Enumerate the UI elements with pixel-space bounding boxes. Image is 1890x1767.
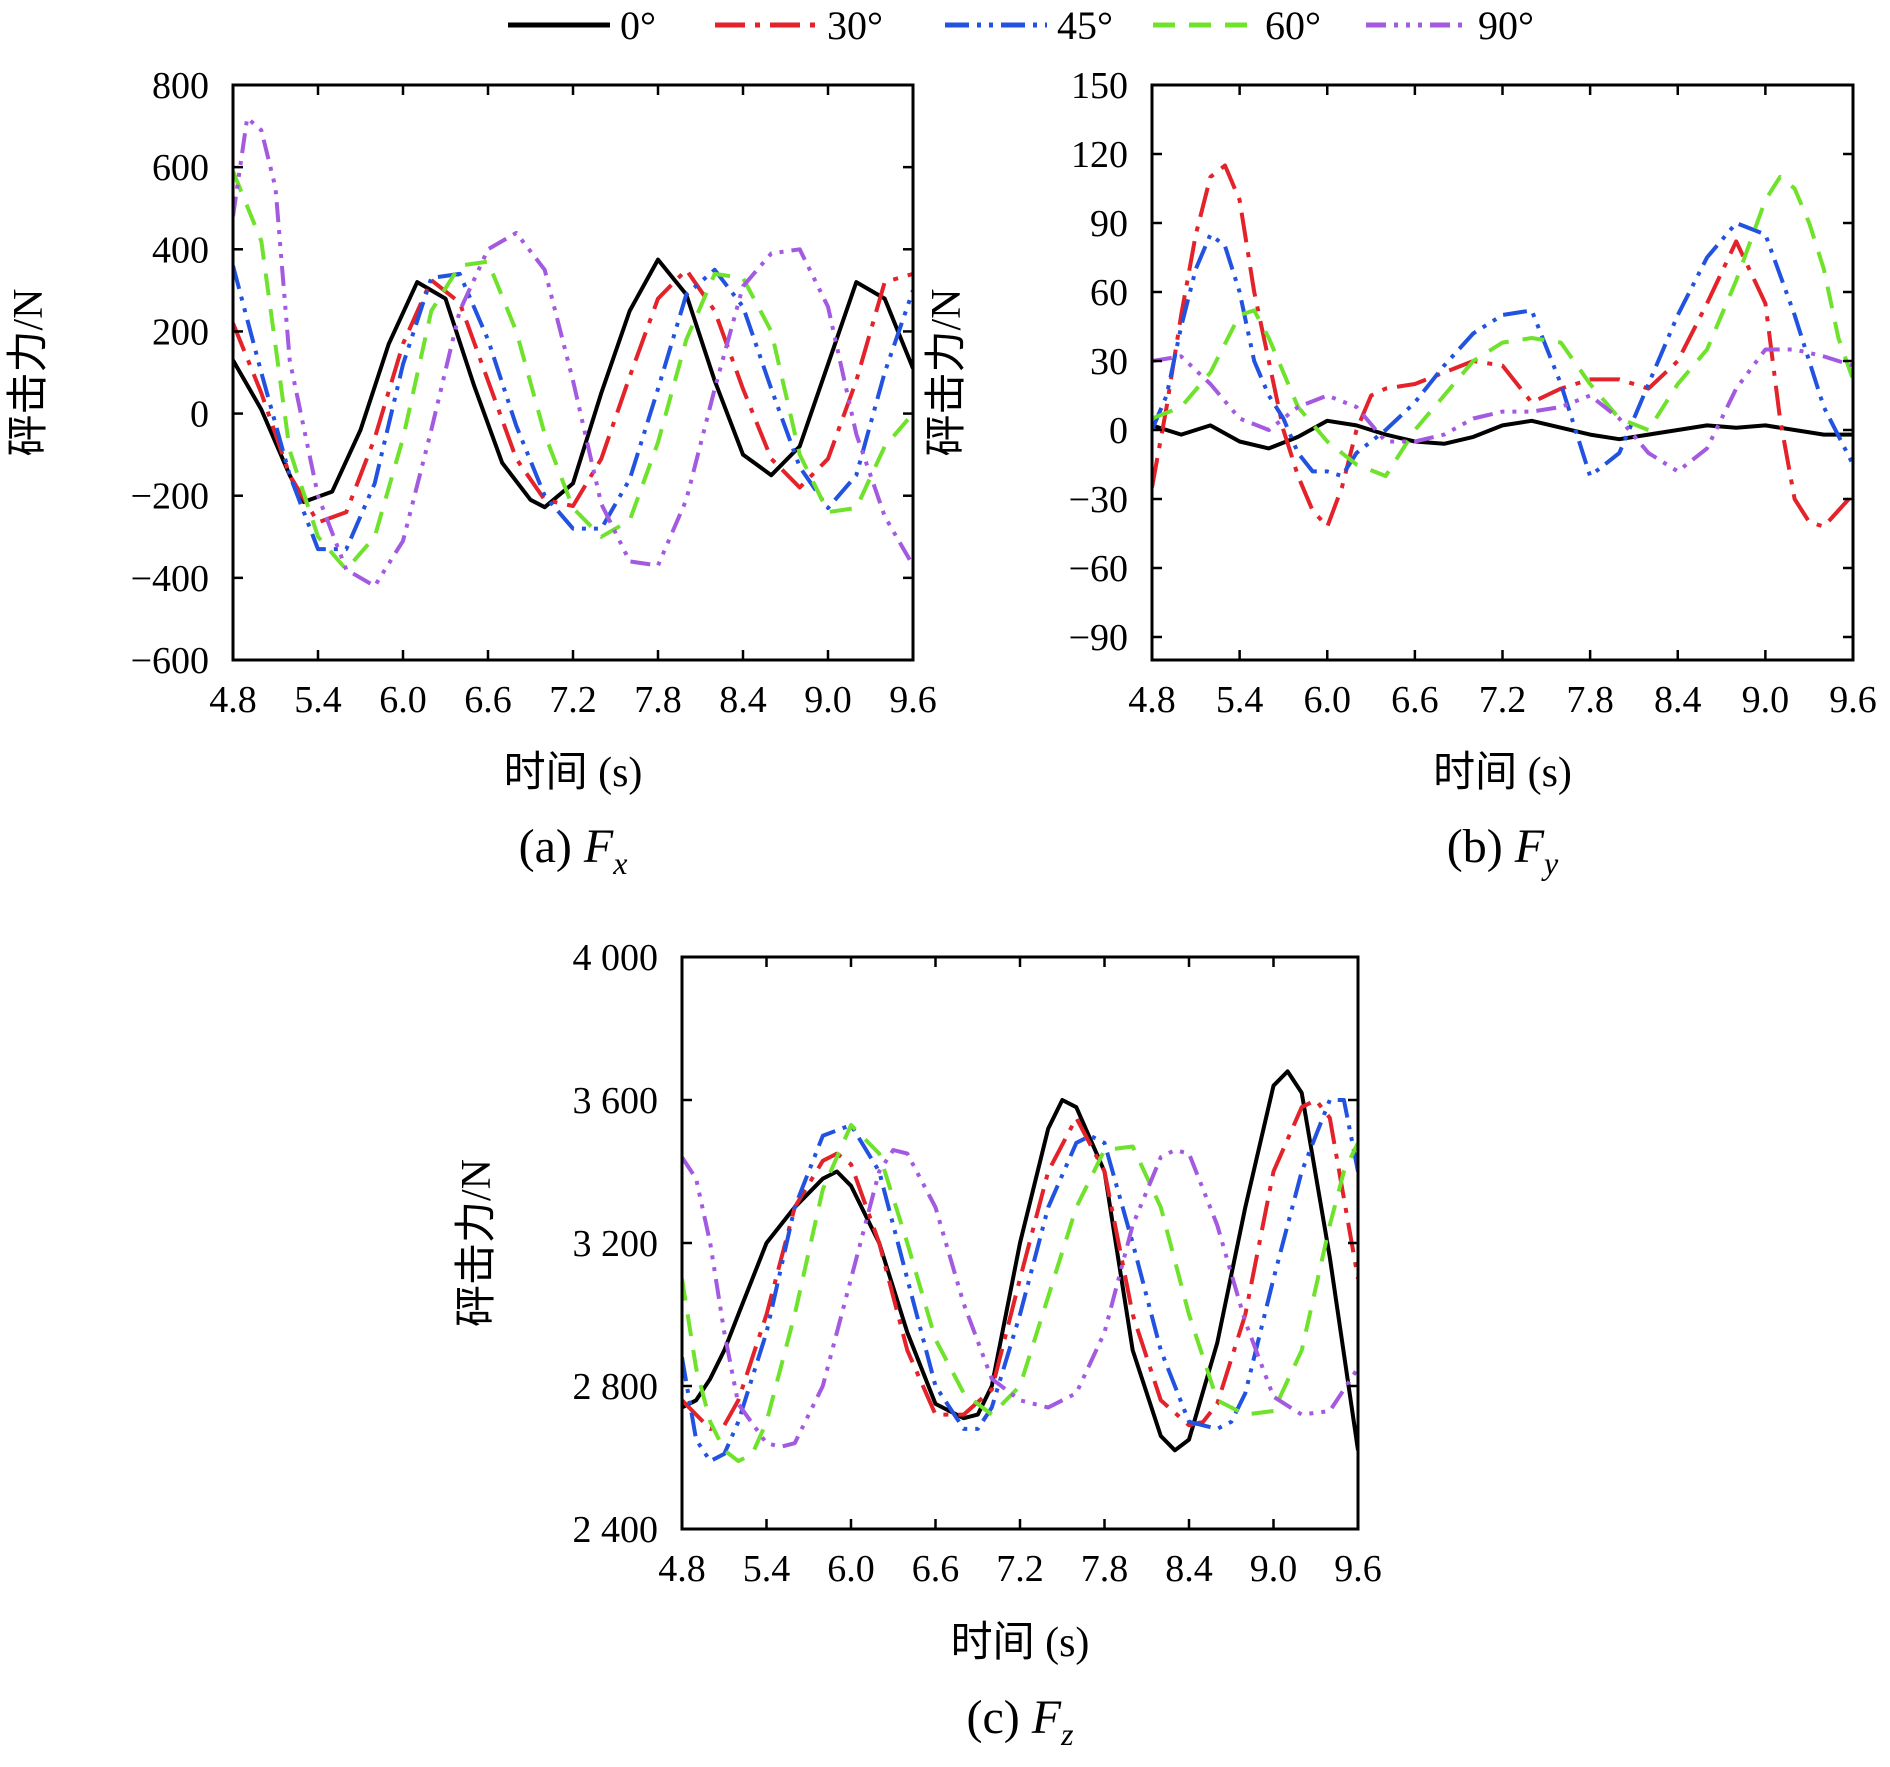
legend-label-30: 30° [827, 3, 883, 48]
x-tick-label: 7.8 [1081, 1548, 1129, 1590]
panel-fx: 4.8 5.4 6.0 6.6 7.2 7.8 8.4 9.0 9.6 −600 −400 −200 0… [6, 65, 937, 881]
series-line-60deg [1152, 175, 1853, 478]
y-tick-label: 2 800 [573, 1366, 659, 1408]
panel-fy: 4.8 5.4 6.0 6.6 7.2 7.8 8.4 9.0 9.6 −90 −60 −30 0 30 6… [924, 65, 1877, 881]
x-tick-label: 8.4 [719, 679, 767, 721]
x-tick-label: 4.8 [658, 1548, 706, 1590]
panel-caption: (c) Fz [966, 1691, 1074, 1752]
plot-frame [231, 83, 915, 662]
y-axis-label: 砰击力/N [924, 288, 970, 456]
x-tick-label: 6.0 [379, 679, 427, 721]
x-axis-label: 时间 (s) [504, 750, 643, 796]
legend-label-0: 0° [620, 3, 656, 48]
legend: 0° 30° 45° 60° 90° [508, 3, 1534, 48]
x-tick-label: 7.2 [1479, 679, 1527, 721]
y-tick-label: 600 [152, 147, 209, 189]
y-tick-label: 3 600 [573, 1080, 659, 1122]
x-tick-label: 9.6 [1334, 1548, 1382, 1590]
plot-area [233, 115, 913, 589]
x-tick-label: 9.0 [1250, 1548, 1298, 1590]
panel-caption: (a) Fx [519, 820, 628, 881]
x-tick-label: 9.6 [1829, 679, 1877, 721]
x-tick-label: 5.4 [1216, 679, 1264, 721]
series-line-30deg [233, 267, 913, 525]
y-tick-label: 30 [1090, 341, 1128, 383]
y-tick-label: −30 [1069, 479, 1128, 521]
y-tick-label: −90 [1069, 617, 1128, 659]
y-tick-label: 150 [1071, 65, 1128, 107]
series-line-0deg [1152, 418, 1853, 451]
series-line-30deg [1152, 163, 1853, 529]
y-tick-label: −200 [131, 476, 209, 518]
y-axis-label: 砰击力/N [6, 288, 52, 456]
y-tick-label: 3 200 [573, 1223, 659, 1265]
x-tick-label: 9.0 [804, 679, 852, 721]
y-tick-label: −600 [131, 640, 209, 682]
panel-caption: (b) Fy [1447, 820, 1559, 881]
legend-label-45: 45° [1057, 3, 1113, 48]
panel-fz: 4.8 5.4 6.0 6.6 7.2 7.8 8.4 9.0 9.6 2 400 2 800 3 2… [454, 937, 1382, 1752]
y-tick-label: 90 [1090, 203, 1128, 245]
x-tick-label: 6.0 [827, 1548, 875, 1590]
x-axis-label: 时间 (s) [951, 1620, 1090, 1666]
series-line-30deg [682, 1098, 1358, 1431]
x-tick-label: 9.6 [889, 679, 937, 721]
y-tick-label: −60 [1069, 548, 1128, 590]
series-line-90deg [682, 1148, 1358, 1449]
plot-area [682, 1069, 1358, 1464]
series-line-60deg [682, 1123, 1358, 1464]
series-line-45deg [233, 265, 913, 552]
series-line-90deg [1152, 347, 1853, 474]
series-line-90deg [233, 115, 913, 589]
x-tick-label: 8.4 [1165, 1548, 1213, 1590]
series-line-0deg [682, 1069, 1358, 1453]
y-tick-label: 800 [152, 65, 209, 107]
x-tick-label: 9.0 [1742, 679, 1790, 721]
series-line-60deg [233, 170, 913, 572]
y-axis-label: 砰击力/N [454, 1159, 500, 1327]
x-tick-label: 5.4 [294, 679, 342, 721]
y-tick-label: 200 [152, 311, 209, 353]
y-tick-label: 120 [1071, 134, 1128, 176]
x-tick-label: 6.6 [912, 1548, 960, 1590]
y-tick-label: 2 400 [573, 1509, 659, 1551]
plot-area [1152, 163, 1853, 529]
series-line-45deg [682, 1098, 1358, 1464]
y-tick-label: 0 [190, 394, 209, 436]
y-tick-label: 0 [1109, 410, 1128, 452]
x-tick-label: 8.4 [1654, 679, 1702, 721]
x-tick-label: 6.0 [1304, 679, 1352, 721]
x-tick-label: 7.2 [996, 1548, 1044, 1590]
x-tick-label: 4.8 [1128, 679, 1176, 721]
x-tick-label: 4.8 [209, 679, 257, 721]
x-tick-label: 7.8 [634, 679, 682, 721]
x-tick-label: 6.6 [1391, 679, 1439, 721]
y-tick-label: 4 000 [573, 937, 659, 979]
y-tick-label: 400 [152, 229, 209, 271]
legend-label-90: 90° [1478, 3, 1534, 48]
legend-label-60: 60° [1265, 3, 1321, 48]
x-axis-label: 时间 (s) [1433, 750, 1572, 796]
x-tick-label: 6.6 [464, 679, 512, 721]
x-tick-label: 7.8 [1566, 679, 1614, 721]
x-tick-label: 5.4 [743, 1548, 791, 1590]
y-tick-label: −400 [131, 558, 209, 600]
series-line-45deg [1152, 221, 1853, 478]
x-tick-label: 7.2 [549, 679, 597, 721]
y-tick-label: 60 [1090, 272, 1128, 314]
